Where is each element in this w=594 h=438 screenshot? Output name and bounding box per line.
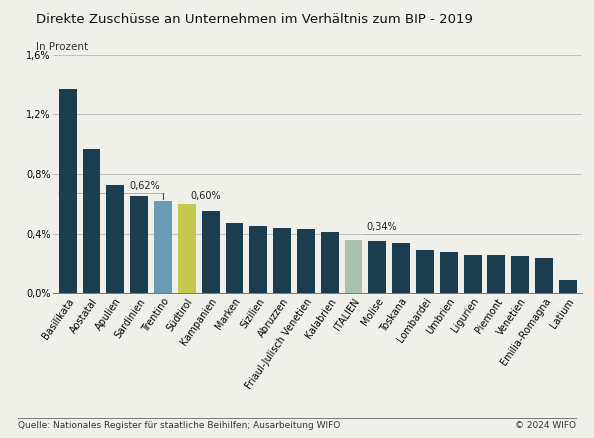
Text: 0,34%: 0,34% [366,223,397,232]
Bar [321,232,339,293]
Bar [83,149,100,293]
Bar [130,197,148,293]
Text: 0,60%: 0,60% [191,191,221,201]
Bar [202,212,220,293]
Text: In Prozent: In Prozent [36,42,88,52]
Text: Direkte Zuschüsse an Unternehmen im Verhältnis zum BIP - 2019: Direkte Zuschüsse an Unternehmen im Verh… [36,13,472,26]
Bar [368,241,386,293]
Bar [440,252,458,293]
Bar [273,228,291,293]
Bar [511,256,529,293]
Bar [106,184,124,293]
Text: © 2024 WIFO: © 2024 WIFO [515,421,576,431]
Bar [488,254,505,293]
Bar [178,204,196,293]
Bar [249,226,267,293]
Bar [464,254,482,293]
Bar [559,280,577,293]
Bar [535,258,553,293]
Bar [59,89,77,293]
Bar [416,250,434,293]
Bar [226,223,244,293]
Bar [345,240,362,293]
Bar [154,201,172,293]
Bar [297,230,315,293]
Text: 0,62%: 0,62% [130,181,160,191]
Bar [392,243,410,293]
Text: Quelle: Nationales Register für staatliche Beihilfen; Ausarbeitung WIFO: Quelle: Nationales Register für staatlic… [18,421,340,431]
